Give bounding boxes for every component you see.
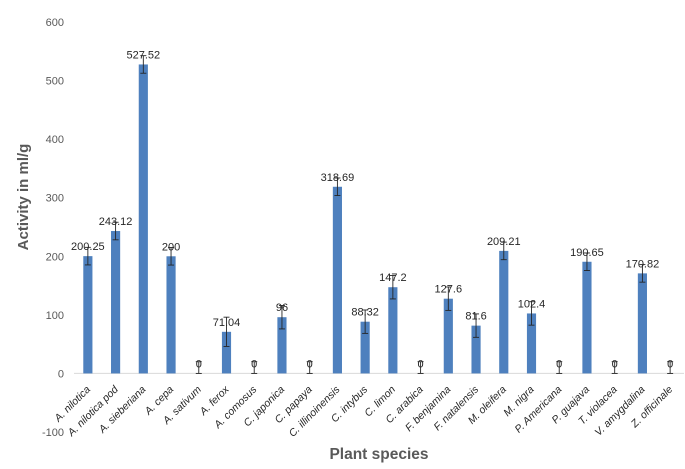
- bar: [526, 313, 537, 374]
- error-bar: [528, 301, 535, 326]
- bar: [388, 287, 398, 374]
- error-bar: [362, 309, 369, 334]
- bar: [360, 321, 370, 374]
- y-axis-ticks: -100 0 100 200 300 400 500 600: [42, 17, 64, 439]
- x-axis-title: Plant species: [329, 446, 428, 463]
- data-label: 527.52: [126, 49, 160, 61]
- error-bar: [473, 313, 480, 338]
- error-bar: [611, 361, 618, 374]
- bars: [83, 64, 647, 374]
- error-bar: [251, 361, 258, 374]
- error-bar: [639, 264, 646, 283]
- data-label: 190.65: [570, 247, 604, 259]
- data-label: 243.12: [99, 216, 133, 228]
- error-bar: [168, 247, 175, 266]
- bar: [83, 256, 93, 374]
- y-tick-label: 0: [58, 368, 64, 380]
- data-label: 0: [556, 358, 562, 370]
- error-bar: [223, 316, 230, 347]
- data-label: 81.6: [465, 311, 486, 323]
- bar: [471, 325, 481, 374]
- data-label: 209.21: [487, 236, 521, 248]
- y-tick-label: 500: [46, 76, 64, 88]
- bar: [277, 317, 287, 374]
- data-label: 147.2: [379, 272, 407, 284]
- error-bar: [667, 361, 674, 374]
- data-label: 200: [162, 241, 180, 253]
- bar: [221, 331, 232, 374]
- bar: [443, 298, 453, 374]
- y-tick-label: 400: [46, 134, 64, 146]
- y-tick-label: 200: [46, 251, 64, 263]
- data-label: 127.6: [435, 284, 463, 296]
- bar: [138, 64, 148, 374]
- data-label: 0: [307, 358, 313, 370]
- data-label: 102.4: [518, 298, 546, 310]
- error-bar: [112, 221, 119, 241]
- data-label: 96: [276, 302, 288, 314]
- y-axis-title: Activity in ml/g: [15, 144, 32, 251]
- error-bar: [306, 361, 313, 374]
- bar: [499, 250, 509, 374]
- y-tick-label: 300: [46, 193, 64, 205]
- data-label: 0: [612, 358, 618, 370]
- data-label: 318.69: [321, 172, 355, 184]
- bar: [332, 186, 342, 374]
- data-label: 0: [196, 358, 202, 370]
- error-bar: [140, 55, 147, 74]
- error-bar: [334, 177, 341, 197]
- data-label: 88.32: [351, 307, 379, 319]
- bar: [637, 273, 647, 374]
- error-bar: [500, 241, 507, 261]
- error-bars: [84, 55, 674, 374]
- error-bar: [84, 246, 91, 266]
- y-tick-label: -100: [42, 427, 64, 439]
- data-labels: 200.25 243.12 527.52 200 0 71.04 0 96 0 318.69 88.…: [71, 49, 673, 370]
- data-label: 200.25: [71, 241, 105, 253]
- error-bar: [583, 252, 590, 271]
- error-bar: [556, 361, 563, 374]
- bar: [111, 231, 121, 374]
- error-bar: [417, 361, 424, 374]
- bar: [166, 256, 176, 374]
- bar: [582, 261, 592, 374]
- data-label: 0: [667, 358, 673, 370]
- y-tick-label: 600: [46, 17, 64, 29]
- data-label: 170.82: [626, 258, 660, 270]
- error-bar: [445, 286, 452, 311]
- y-tick-label: 100: [46, 310, 64, 322]
- data-label: 0: [418, 358, 424, 370]
- error-bar: [195, 361, 202, 374]
- data-label: 71.04: [213, 317, 241, 329]
- data-label: 0: [251, 358, 257, 370]
- error-bar: [389, 275, 396, 300]
- error-bar: [278, 305, 285, 330]
